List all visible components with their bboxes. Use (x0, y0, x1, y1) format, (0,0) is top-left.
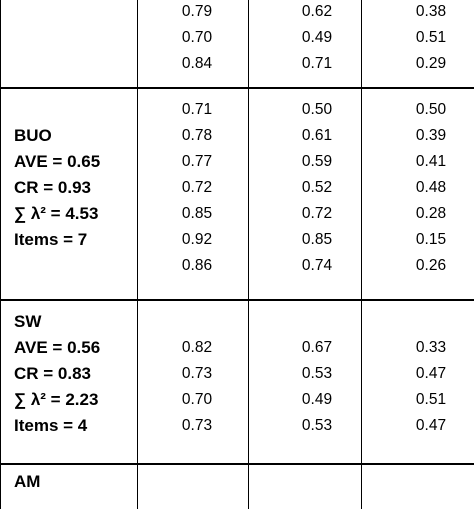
error-variance-column-cell: 0.50 0.39 0.41 0.48 0.28 0.15 0.26 (362, 88, 474, 300)
construct-label-line (1, 97, 137, 123)
loading-value: 0.72 (138, 175, 248, 201)
loading-value: 0.78 (138, 123, 248, 149)
construct-label-cell: AM (1, 464, 138, 509)
squared-loading-column-cell: 0.67 0.53 0.49 0.53 (249, 300, 362, 464)
cr-value: CR = 0.83 (1, 361, 137, 387)
error-variance-column-cell: 0.33 0.47 0.51 0.47 (362, 300, 474, 464)
table-section: BUO AVE = 0.65 CR = 0.93 ∑ λ² = 4.53 Ite… (1, 88, 474, 300)
construct-name: AM (1, 469, 137, 495)
squared-loading-value: 0.59 (249, 149, 361, 175)
squared-loading-value: 0.85 (249, 227, 361, 253)
items-count: Items = 4 (1, 413, 137, 439)
loading-value: 0.79 (138, 0, 248, 25)
squared-loading-column-cell: 0.50 0.61 0.59 0.52 0.72 0.85 0.74 (249, 88, 362, 300)
error-variance-value: 0.15 (362, 227, 474, 253)
squared-loading-value: 0.53 (249, 413, 361, 439)
loading-value: 0.71 (138, 97, 248, 123)
loading-column-cell: 0.82 0.73 0.70 0.73 (138, 300, 249, 464)
error-variance-value: 0.47 (362, 361, 474, 387)
squared-loading-column-cell: 0.62 0.49 0.71 (249, 0, 362, 88)
lambda-sum-value: ∑ λ² = 4.53 (1, 201, 137, 227)
error-variance-column-cell (362, 464, 474, 509)
error-variance-value: 0.51 (362, 25, 474, 51)
squared-loading-value: 0.52 (249, 175, 361, 201)
squared-loading-value: 0.49 (249, 387, 361, 413)
construct-name: BUO (1, 123, 137, 149)
error-variance-value: 0.48 (362, 175, 474, 201)
error-variance-value: 0.33 (362, 335, 474, 361)
cr-value: CR = 0.93 (1, 175, 137, 201)
construct-name: SW (1, 309, 137, 335)
loading-column-cell (138, 464, 249, 509)
loading-value: 0.70 (138, 387, 248, 413)
table-section: 0.79 0.70 0.84 0.62 0.49 0.71 0.38 0.51 … (1, 0, 474, 88)
squared-loading-value: 0.62 (249, 0, 361, 25)
loading-value (138, 309, 248, 335)
construct-label-cell (1, 0, 138, 88)
loading-value: 0.77 (138, 149, 248, 175)
table-section: SW AVE = 0.56 CR = 0.83 ∑ λ² = 2.23 Item… (1, 300, 474, 464)
loading-column-cell: 0.71 0.78 0.77 0.72 0.85 0.92 0.86 (138, 88, 249, 300)
squared-loading-value: 0.50 (249, 97, 361, 123)
error-variance-column-cell: 0.38 0.51 0.29 (362, 0, 474, 88)
squared-loading-value: 0.71 (249, 51, 361, 77)
error-variance-value: 0.41 (362, 149, 474, 175)
lambda-sum-value: ∑ λ² = 2.23 (1, 387, 137, 413)
error-variance-value: 0.51 (362, 387, 474, 413)
items-count: Items = 7 (1, 227, 137, 253)
error-variance-value: 0.50 (362, 97, 474, 123)
table-section: AM (1, 464, 474, 509)
loading-value: 0.84 (138, 51, 248, 77)
error-variance-value: 0.26 (362, 253, 474, 279)
loading-value: 0.73 (138, 413, 248, 439)
error-variance-value: 0.28 (362, 201, 474, 227)
error-variance-value: 0.39 (362, 123, 474, 149)
loading-value: 0.92 (138, 227, 248, 253)
error-variance-value: 0.47 (362, 413, 474, 439)
ave-value: AVE = 0.65 (1, 149, 137, 175)
squared-loading-value: 0.61 (249, 123, 361, 149)
loading-value: 0.86 (138, 253, 248, 279)
loading-value: 0.85 (138, 201, 248, 227)
ave-value: AVE = 0.56 (1, 335, 137, 361)
loading-column-cell: 0.79 0.70 0.84 (138, 0, 249, 88)
construct-label-cell: SW AVE = 0.56 CR = 0.83 ∑ λ² = 2.23 Item… (1, 300, 138, 464)
loading-value: 0.70 (138, 25, 248, 51)
squared-loading-value: 0.67 (249, 335, 361, 361)
squared-loading-column-cell (249, 464, 362, 509)
squared-loading-value: 0.72 (249, 201, 361, 227)
squared-loading-value: 0.53 (249, 361, 361, 387)
construct-label-cell: BUO AVE = 0.65 CR = 0.93 ∑ λ² = 4.53 Ite… (1, 88, 138, 300)
loading-value: 0.82 (138, 335, 248, 361)
loading-value: 0.73 (138, 361, 248, 387)
error-variance-value (362, 309, 474, 335)
error-variance-value: 0.38 (362, 0, 474, 25)
squared-loading-value: 0.74 (249, 253, 361, 279)
squared-loading-value (249, 309, 361, 335)
error-variance-value: 0.29 (362, 51, 474, 77)
squared-loading-value: 0.49 (249, 25, 361, 51)
